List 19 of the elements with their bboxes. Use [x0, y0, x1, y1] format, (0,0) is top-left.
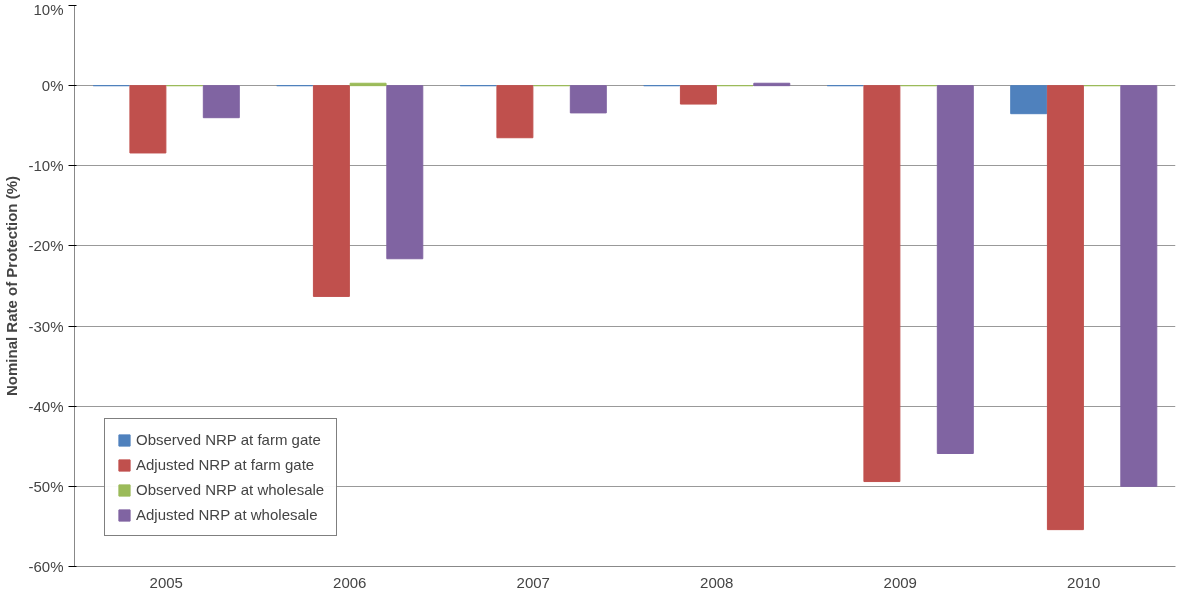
x-tick-label: 2010	[1067, 573, 1101, 591]
y-tick-label: -20%	[28, 237, 64, 255]
x-tick-label: 2005	[149, 573, 183, 591]
legend-label: Observed NRP at wholesale	[136, 481, 325, 498]
x-tick-label: 2006	[333, 573, 367, 591]
legend-label: Adjusted NRP at farm gate	[136, 456, 315, 473]
legend-label: Observed NRP at farm gate	[136, 431, 321, 448]
x-tick-label: 2008	[700, 573, 734, 591]
x-tick-label: 2009	[883, 573, 917, 591]
legend-label: Adjusted NRP at wholesale	[136, 506, 318, 523]
y-tick-label: -50%	[28, 477, 64, 495]
y-tick-label: 10%	[33, 0, 64, 18]
y-tick-label: -30%	[28, 317, 64, 335]
y-tick-label: -60%	[28, 558, 64, 575]
y-tick-label: -10%	[28, 157, 64, 175]
y-axis-title: Nominal Rate of Protection (%)	[3, 175, 21, 397]
y-tick-label: -40%	[28, 397, 64, 415]
y-tick-label: 0%	[41, 77, 64, 95]
x-tick-label: 2007	[516, 573, 550, 591]
